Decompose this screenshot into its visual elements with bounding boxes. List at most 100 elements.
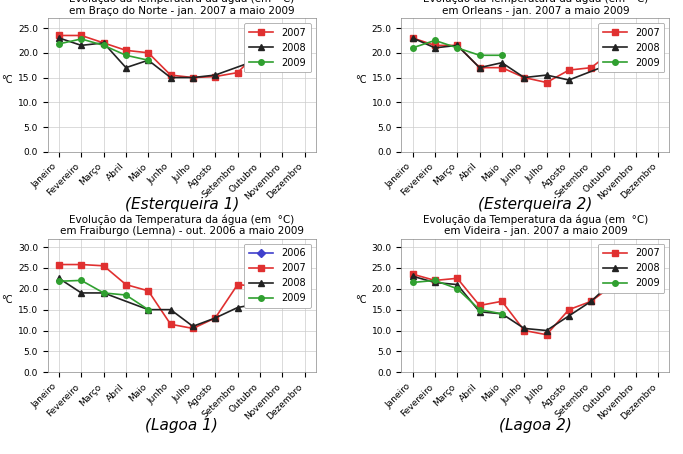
2007 (498, 299, 506, 304)
2009 (77, 278, 85, 283)
2008 (542, 72, 550, 78)
2008 (55, 35, 63, 41)
2009 (498, 53, 506, 58)
2007 (167, 72, 175, 78)
2008 (122, 65, 130, 70)
Text: (Esterqueira 1): (Esterqueira 1) (124, 197, 239, 212)
2008 (453, 43, 461, 48)
Legend: 2007, 2008, 2009: 2007, 2008, 2009 (245, 23, 311, 73)
Text: (Lagoa 2): (Lagoa 2) (499, 418, 572, 433)
2007 (475, 303, 484, 308)
2009 (122, 53, 130, 58)
Title: Evolução da Temperatura da água (em  °C)
em Orleans - jan. 2007 a maio 2009: Evolução da Temperatura da água (em °C) … (423, 0, 648, 16)
2007 (278, 282, 286, 287)
Y-axis label: °C: °C (1, 75, 12, 85)
Title: Evolução da Temperatura da água (em  °C)
em Fraiburgo (Lemna) - out. 2006 a maio: Evolução da Temperatura da água (em °C) … (59, 214, 304, 237)
Text: (Lagoa 1): (Lagoa 1) (145, 418, 218, 433)
2007 (256, 48, 264, 53)
2008 (301, 40, 309, 46)
2008 (144, 307, 152, 312)
2008 (234, 305, 242, 310)
Y-axis label: °C: °C (354, 296, 366, 306)
2008 (475, 309, 484, 315)
2009 (408, 280, 417, 285)
2007 (565, 67, 573, 73)
2007 (654, 35, 663, 41)
2007 (167, 321, 175, 327)
2008 (431, 280, 439, 285)
Line: 2009: 2009 (56, 278, 151, 312)
Line: 2008: 2008 (410, 35, 661, 83)
2007 (278, 43, 286, 48)
2008 (408, 273, 417, 279)
2008 (632, 271, 640, 277)
2007 (256, 284, 264, 289)
2009 (453, 286, 461, 291)
2007 (475, 65, 484, 70)
2007 (565, 307, 573, 312)
Legend: 2007, 2008, 2009: 2007, 2008, 2009 (598, 243, 665, 293)
2008 (256, 301, 264, 306)
2007 (144, 50, 152, 55)
2008 (431, 45, 439, 50)
2007 (542, 332, 550, 337)
2007 (632, 273, 640, 279)
2008 (654, 43, 663, 48)
2007 (189, 75, 197, 80)
2008 (498, 311, 506, 316)
2007 (542, 80, 550, 85)
Line: 2007: 2007 (56, 262, 307, 331)
2009 (431, 278, 439, 283)
Line: 2009: 2009 (410, 278, 505, 316)
Legend: 2007, 2008, 2009: 2007, 2008, 2009 (598, 23, 665, 73)
2009 (475, 53, 484, 58)
Text: (Esterqueira 2): (Esterqueira 2) (478, 197, 593, 212)
2009 (55, 41, 63, 47)
2007 (100, 40, 108, 46)
Legend: 2006, 2007, 2008, 2009: 2006, 2007, 2008, 2009 (245, 243, 311, 308)
2006 (278, 263, 286, 268)
2009 (144, 58, 152, 63)
2009 (475, 307, 484, 312)
2007 (301, 271, 309, 277)
2007 (234, 70, 242, 75)
2007 (144, 288, 152, 294)
2007 (632, 45, 640, 50)
2008 (278, 290, 286, 296)
2008 (520, 326, 529, 331)
2007 (453, 276, 461, 281)
Title: Evolução da Temperatura da água (em  °C)
em Braço do Norte - jan. 2007 a maio 20: Evolução da Temperatura da água (em °C) … (69, 0, 294, 16)
2007 (498, 65, 506, 70)
2009 (408, 45, 417, 50)
2007 (100, 263, 108, 268)
2008 (189, 75, 197, 80)
2009 (122, 292, 130, 298)
2007 (520, 75, 529, 80)
2007 (55, 33, 63, 38)
2008 (167, 307, 175, 312)
Line: 2007: 2007 (410, 267, 661, 337)
2009 (144, 307, 152, 312)
2007 (431, 43, 439, 48)
2007 (431, 278, 439, 283)
2007 (77, 262, 85, 267)
2007 (609, 48, 617, 53)
2007 (520, 328, 529, 333)
2008 (211, 72, 219, 78)
2009 (431, 38, 439, 43)
2008 (211, 315, 219, 321)
2007 (609, 282, 617, 287)
2007 (55, 262, 63, 267)
2007 (453, 43, 461, 48)
2007 (587, 299, 596, 304)
2008 (498, 60, 506, 65)
2008 (408, 35, 417, 41)
2007 (211, 315, 219, 321)
2006 (301, 265, 309, 271)
2009 (100, 43, 108, 48)
2008 (587, 299, 596, 304)
2008 (609, 278, 617, 283)
2008 (100, 40, 108, 46)
2008 (55, 276, 63, 281)
2007 (122, 48, 130, 53)
